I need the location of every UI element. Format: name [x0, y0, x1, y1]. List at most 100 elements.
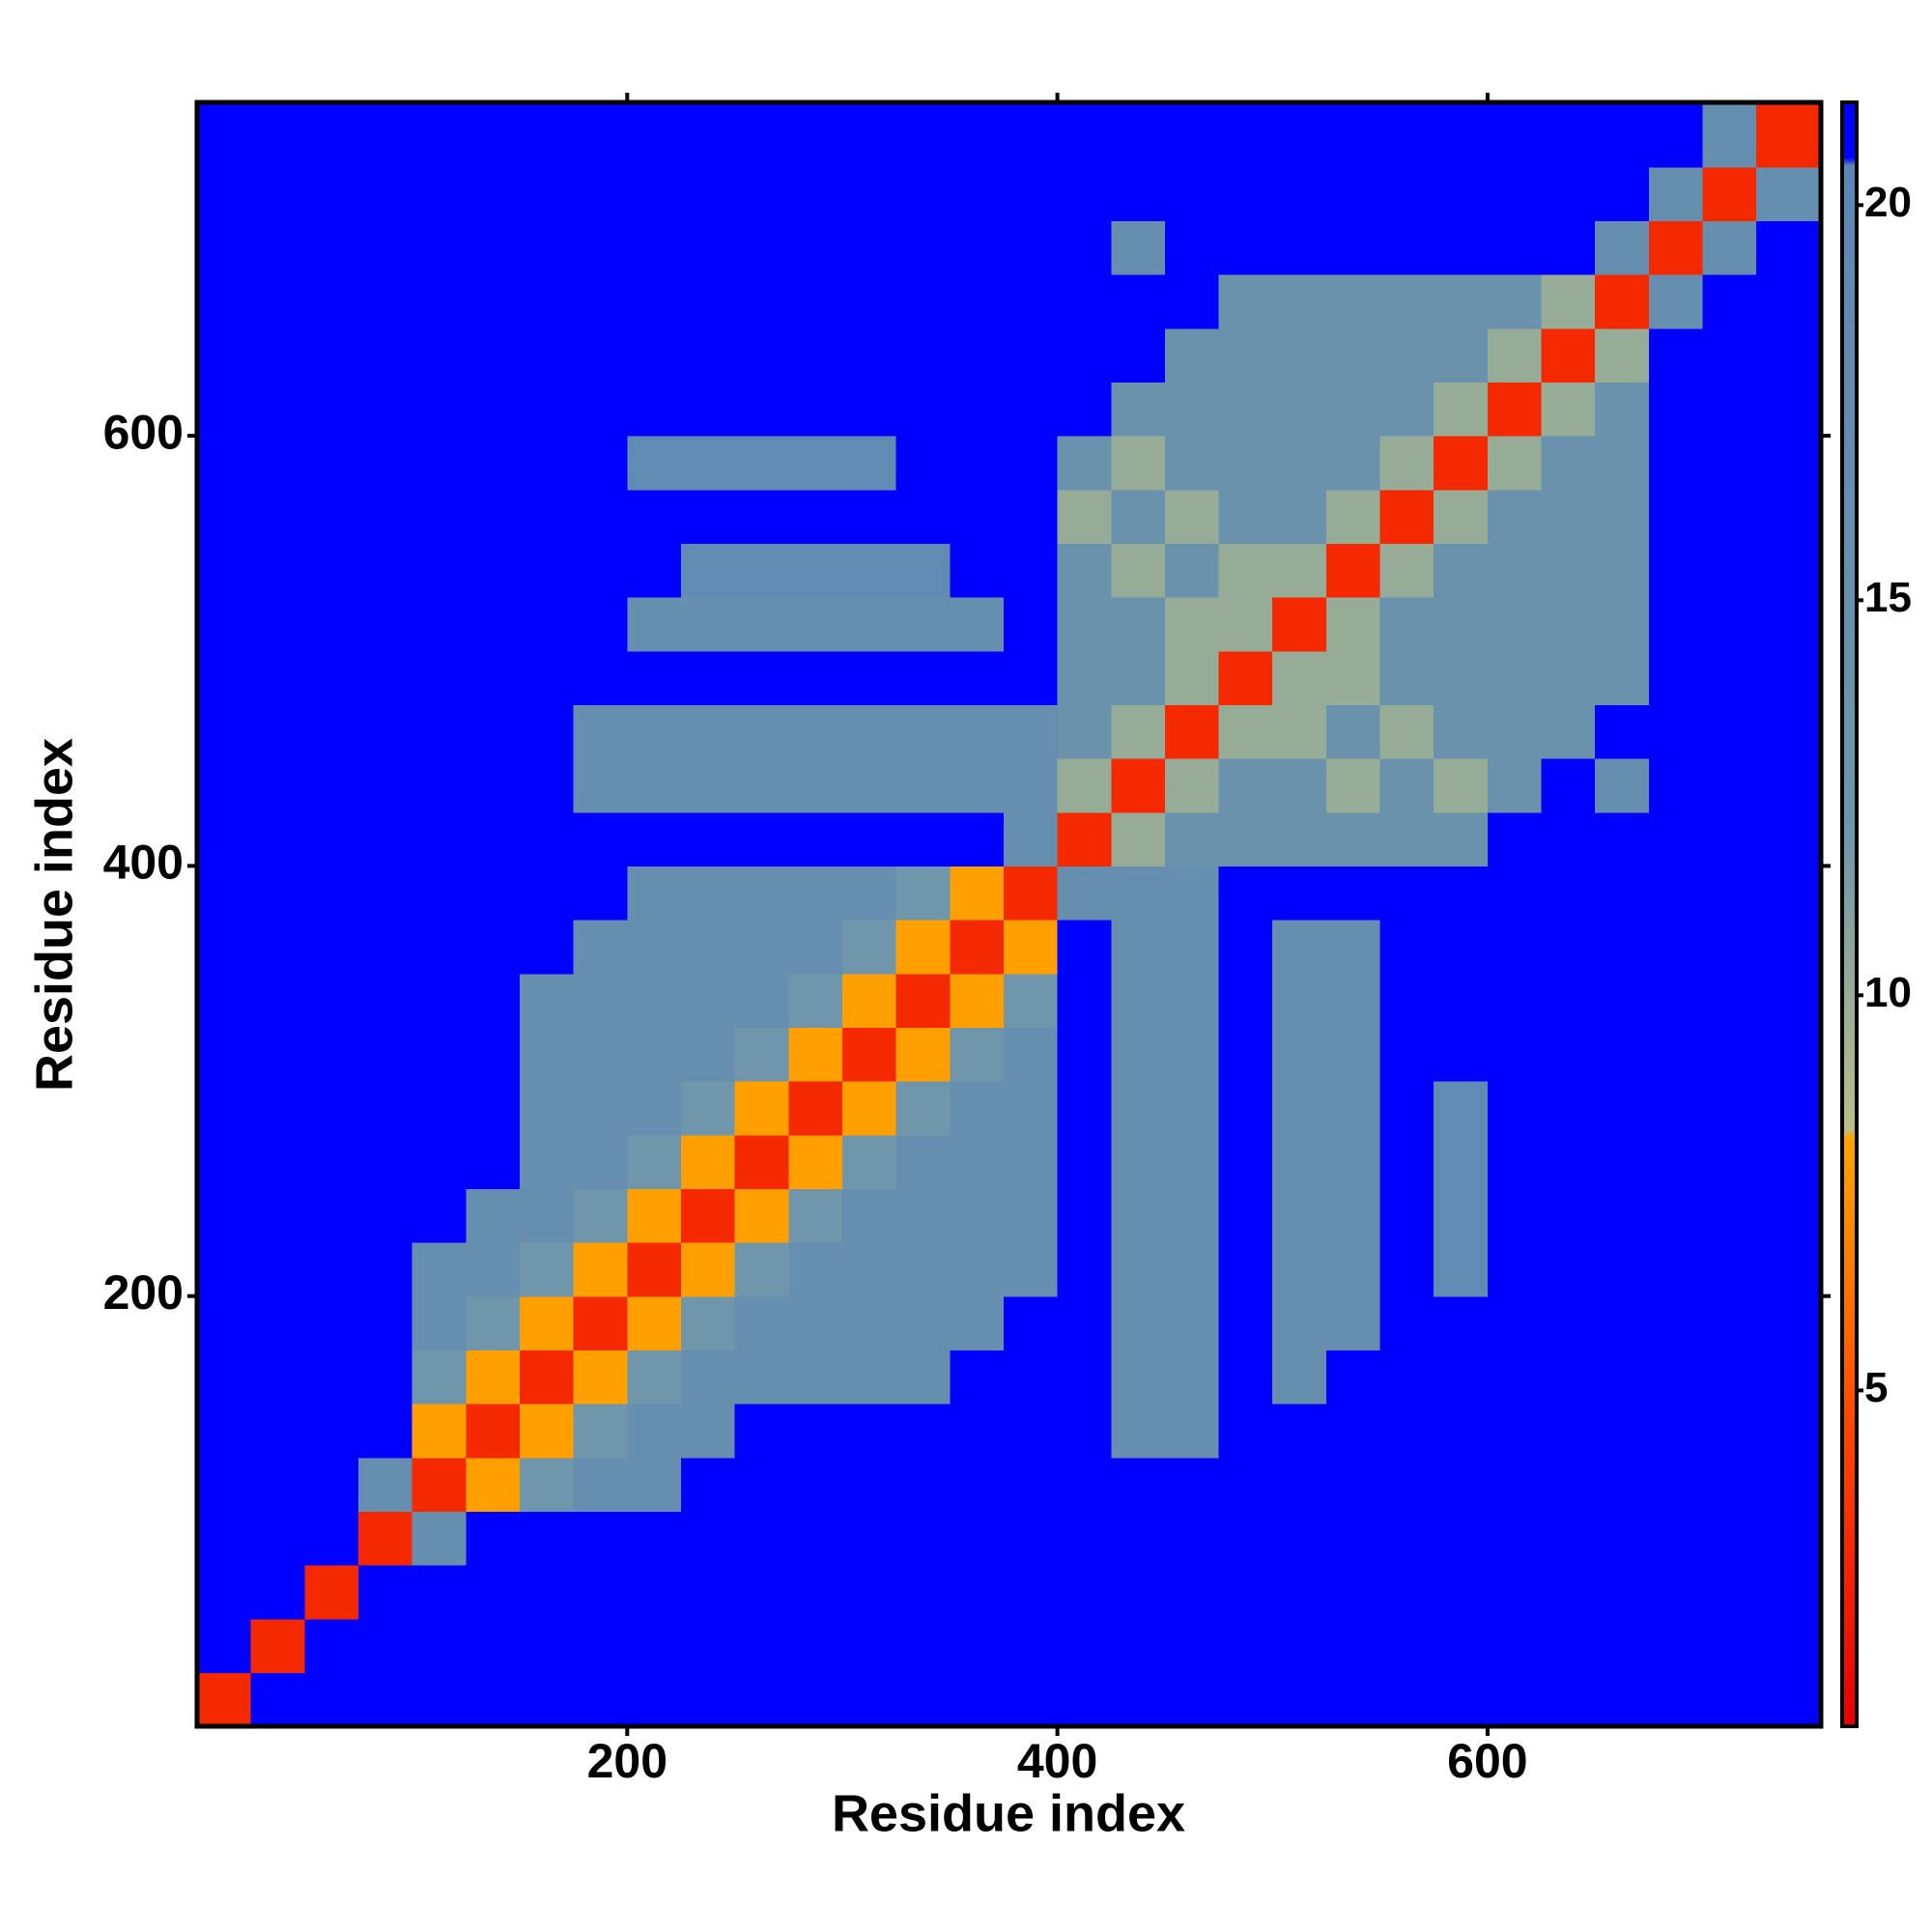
heatmap-cell [1487, 1511, 1543, 1566]
heatmap-cell [357, 973, 413, 1028]
heatmap-cell [788, 704, 843, 759]
heatmap-cell [1003, 102, 1059, 168]
heatmap-cell [734, 973, 789, 1028]
heatmap-cell [412, 1295, 467, 1350]
heatmap-cell [1541, 704, 1596, 759]
heatmap-cell [1434, 1295, 1489, 1350]
heatmap-cell [950, 1511, 1005, 1566]
heatmap-cell [412, 758, 467, 813]
heatmap-cell [573, 811, 628, 867]
heatmap-cell [895, 866, 951, 921]
heatmap-cell [1057, 436, 1112, 491]
heatmap-cell [1164, 1565, 1220, 1620]
heatmap-cell [1487, 274, 1543, 329]
heatmap-cell [250, 1188, 305, 1243]
heatmap-cell [250, 973, 305, 1028]
heatmap-cell [250, 920, 305, 975]
heatmap-cell [627, 758, 682, 813]
heatmap-cell [788, 543, 843, 598]
heatmap-cell [734, 543, 789, 598]
heatmap-cell [1111, 1134, 1166, 1189]
heatmap-cell [1595, 489, 1650, 545]
heatmap-cell [1379, 327, 1435, 384]
heatmap-cell [1325, 1188, 1381, 1243]
heatmap-cell [304, 1134, 359, 1189]
heatmap-cell [1595, 1457, 1650, 1512]
heatmap-cell [788, 1350, 843, 1405]
heatmap-cell [250, 220, 305, 275]
heatmap-cell [357, 597, 413, 652]
heatmap-cell [1541, 1618, 1596, 1673]
heatmap-cell [788, 1295, 843, 1350]
heatmap-cell [1595, 920, 1650, 975]
heatmap-cell [466, 1618, 521, 1673]
heatmap-cell [1111, 274, 1166, 329]
heatmap-cell [197, 489, 252, 545]
heatmap-cell [197, 382, 252, 437]
heatmap-cell [788, 102, 843, 168]
heatmap-cell [841, 973, 897, 1028]
heatmap-cell [1487, 920, 1543, 975]
heatmap-cell [734, 1027, 789, 1082]
heatmap-cell [734, 220, 789, 275]
heatmap-cell [895, 1081, 951, 1136]
heatmap-cell [627, 1081, 682, 1136]
heatmap-cell [197, 327, 252, 384]
heatmap-cell [841, 866, 897, 921]
heatmap-cell [1057, 1027, 1112, 1082]
heatmap-cell [1648, 102, 1704, 168]
heatmap-cell [1595, 1618, 1650, 1673]
heatmap-cell [197, 1404, 252, 1459]
heatmap-cell [1325, 327, 1381, 384]
heatmap-cell [1434, 1618, 1489, 1673]
heatmap-cell [250, 382, 305, 437]
heatmap-cell [1003, 704, 1059, 759]
heatmap-cell [573, 1565, 628, 1620]
heatmap-cell [627, 274, 682, 329]
heatmap-cell [197, 1350, 252, 1405]
heatmap-cell [1379, 1618, 1435, 1673]
heatmap-cell [1487, 1404, 1543, 1459]
heatmap-cell [412, 102, 467, 168]
heatmap-cell [1541, 274, 1596, 329]
heatmap-cell [1272, 973, 1327, 1028]
heatmap-cell [1218, 866, 1273, 921]
heatmap-cell [680, 543, 736, 598]
heatmap-cell [1111, 382, 1166, 437]
heatmap-cell [304, 102, 359, 168]
heatmap-cell [304, 1081, 359, 1136]
heatmap-cell [412, 1027, 467, 1082]
heatmap-cell [680, 1350, 736, 1405]
plot-border [194, 99, 1824, 1729]
heatmap-cell [1164, 597, 1220, 652]
heatmap-cell [1595, 102, 1650, 168]
heatmap-cell [1111, 920, 1166, 975]
heatmap-cell [1756, 1242, 1822, 1297]
heatmap-cell [250, 1618, 305, 1673]
heatmap-cell [680, 650, 736, 706]
heatmap-cell [841, 920, 897, 975]
heatmap-cell [250, 327, 305, 384]
heatmap-cell [1272, 220, 1327, 275]
heatmap-cell [895, 102, 951, 168]
heatmap-cell [627, 1242, 682, 1297]
heatmap-cell [950, 1672, 1005, 1727]
heatmap-cell [1325, 597, 1381, 652]
heatmap-cell [1756, 274, 1822, 329]
heatmap-cell [573, 489, 628, 545]
heatmap-cell [197, 758, 252, 813]
heatmap-cell [1057, 220, 1112, 275]
heatmap-cell [841, 1242, 897, 1297]
heatmap-cell [841, 1457, 897, 1512]
heatmap-cell [519, 543, 575, 598]
heatmap-cell [895, 1672, 951, 1727]
heatmap-cell [1595, 327, 1650, 384]
heatmap-cell [197, 1457, 252, 1512]
heatmap-cell [895, 1027, 951, 1082]
heatmap-cell [304, 382, 359, 437]
heatmap-cell [788, 1188, 843, 1243]
heatmap-cell [573, 436, 628, 491]
heatmap-cell [950, 597, 1005, 652]
heatmap-cell [412, 220, 467, 275]
